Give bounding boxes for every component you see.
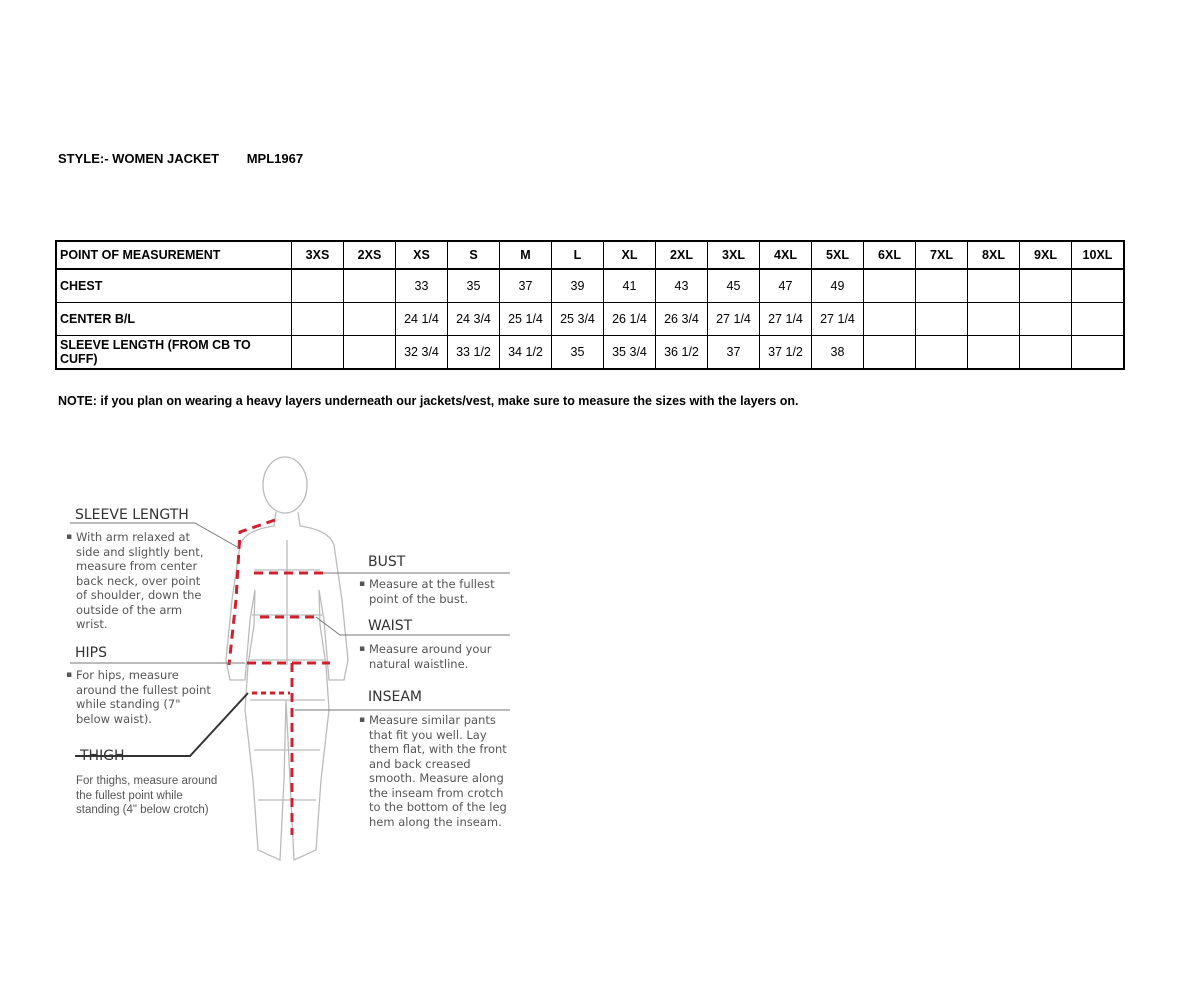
measurement-value: 43 (655, 268, 708, 303)
header-size-3xl: 3XL (707, 240, 760, 270)
table-row: CHEST 33 35 37 39 41 43 45 47 49 (55, 268, 1125, 303)
measurement-value (863, 268, 916, 303)
measurement-value (343, 302, 396, 336)
measurement-name: SLEEVE LENGTH (FROM CB TO CUFF) (55, 335, 292, 370)
measurement-name: CENTER B/L (55, 302, 292, 336)
measurement-value (1019, 268, 1072, 303)
measurement-value (343, 335, 396, 370)
measurement-value: 39 (551, 268, 604, 303)
measurement-value (915, 268, 968, 303)
measurement-value: 38 (811, 335, 864, 370)
header-size-2xl: 2XL (655, 240, 708, 270)
measurement-value: 24 1/4 (395, 302, 448, 336)
waist-title: WAIST (368, 618, 413, 634)
bust-text: Measure at the fullest point of the bust… (359, 577, 499, 606)
header-size-4xl: 4XL (759, 240, 812, 270)
measurement-value (1071, 268, 1125, 303)
measurement-value (1019, 302, 1072, 336)
hips-text: For hips, measure around the fullest poi… (66, 668, 211, 726)
measurement-value (1019, 335, 1072, 370)
sleeve-length-title: SLEEVE LENGTH (75, 507, 189, 523)
measurement-value: 49 (811, 268, 864, 303)
measurement-value: 27 1/4 (811, 302, 864, 336)
header-size-3xs: 3XS (291, 240, 344, 270)
measurement-value (291, 335, 344, 370)
header-point-of-measurement: POINT OF MEASUREMENT (55, 240, 292, 270)
measurement-value (915, 302, 968, 336)
header-size-7xl: 7XL (915, 240, 968, 270)
table-row: CENTER B/L 24 1/4 24 3/4 25 1/4 25 3/4 26 1/4… (55, 302, 1125, 336)
table-header-row: POINT OF MEASUREMENT 3XS 2XS XS S M L XL 2XL 3XL 4… (55, 240, 1125, 270)
measurement-value (343, 268, 396, 303)
header-size-m: M (499, 240, 552, 270)
header-size-9xl: 9XL (1019, 240, 1072, 270)
measurement-value (967, 302, 1020, 336)
table-row: SLEEVE LENGTH (FROM CB TO CUFF) 32 3/4 33 … (55, 335, 1125, 370)
header-size-xs: XS (395, 240, 448, 270)
hips-title: HIPS (75, 645, 107, 661)
header-size-6xl: 6XL (863, 240, 916, 270)
style-label: STYLE:- WOMEN JACKET (58, 151, 220, 166)
thigh-title: THIGH (80, 748, 125, 764)
style-heading: STYLE:- WOMEN JACKET MPL1967 (58, 151, 303, 166)
measurement-value: 27 1/4 (707, 302, 760, 336)
sleeve-length-text: With arm relaxed at side and slightly be… (66, 530, 206, 632)
measurement-figure: SLEEVE LENGTH With arm relaxed at side a… (40, 450, 520, 885)
waist-text: Measure around your natural waistline. (359, 642, 499, 671)
measurement-value: 45 (707, 268, 760, 303)
measurement-value: 26 1/4 (603, 302, 656, 336)
header-size-5xl: 5XL (811, 240, 864, 270)
inseam-title: INSEAM (368, 689, 422, 705)
measurement-value: 47 (759, 268, 812, 303)
measurement-value (863, 335, 916, 370)
header-size-l: L (551, 240, 604, 270)
measurement-value: 33 1/2 (447, 335, 500, 370)
header-size-s: S (447, 240, 500, 270)
measurement-value: 27 1/4 (759, 302, 812, 336)
measurement-value: 37 1/2 (759, 335, 812, 370)
measurement-value: 36 1/2 (655, 335, 708, 370)
measurement-value: 37 (499, 268, 552, 303)
measurement-value (967, 335, 1020, 370)
thigh-text: For thighs, measure around the fullest p… (76, 775, 218, 816)
style-code: MPL1967 (246, 151, 304, 166)
measurement-value: 25 1/4 (499, 302, 552, 336)
measurement-value (1071, 302, 1125, 336)
measurement-value: 37 (707, 335, 760, 370)
header-size-10xl: 10XL (1071, 240, 1125, 270)
size-chart-table: POINT OF MEASUREMENT 3XS 2XS XS S M L XL 2XL 3XL 4… (55, 240, 1125, 370)
header-size-xl: XL (603, 240, 656, 270)
measurement-value (291, 302, 344, 336)
measurement-name: CHEST (55, 268, 292, 303)
bust-title: BUST (368, 554, 406, 570)
header-size-8xl: 8XL (967, 240, 1020, 270)
measurement-value: 26 3/4 (655, 302, 708, 336)
measurement-value: 32 3/4 (395, 335, 448, 370)
header-size-2xs: 2XS (343, 240, 396, 270)
body-outline-illustration (70, 456, 510, 861)
measurement-value: 34 1/2 (499, 335, 552, 370)
measurement-value (863, 302, 916, 336)
measurement-value (1071, 335, 1125, 370)
measurement-value (967, 268, 1020, 303)
measurement-value (915, 335, 968, 370)
measurement-value: 41 (603, 268, 656, 303)
layering-note: NOTE: if you plan on wearing a heavy lay… (58, 394, 799, 408)
measurement-value: 33 (395, 268, 448, 303)
measurement-value (291, 268, 344, 303)
measurement-value: 35 3/4 (603, 335, 656, 370)
measurement-value: 35 (447, 268, 500, 303)
inseam-text: Measure similar pants that fit you well.… (359, 713, 514, 829)
measurement-value: 35 (551, 335, 604, 370)
measurement-value: 24 3/4 (447, 302, 500, 336)
measurement-value: 25 3/4 (551, 302, 604, 336)
